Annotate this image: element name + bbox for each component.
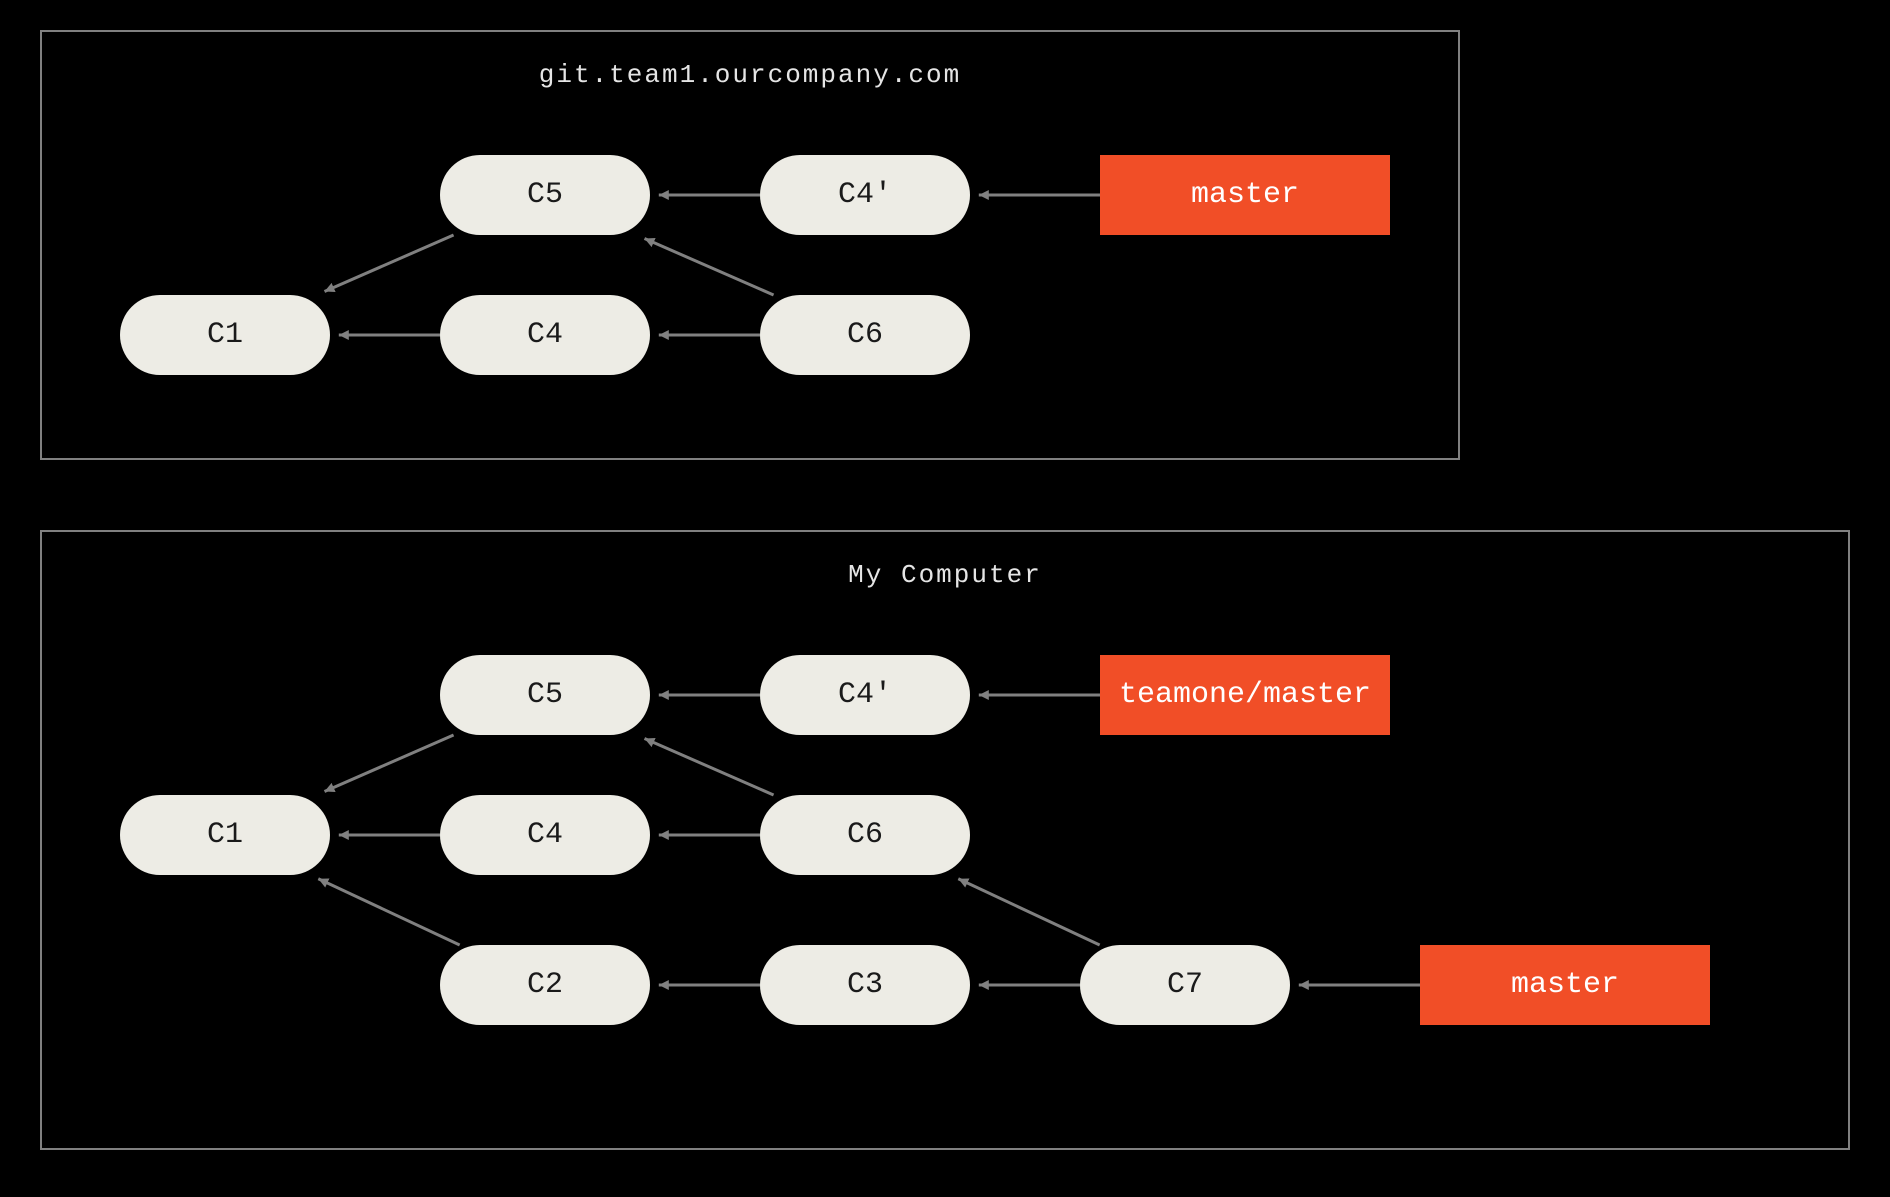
panel-local-title: My Computer xyxy=(42,560,1848,590)
branch-label-master: master xyxy=(1100,155,1390,235)
commit-node-c4p: C4' xyxy=(760,155,970,235)
commit-node-c2: C2 xyxy=(440,945,650,1025)
commit-node-c6: C6 xyxy=(760,795,970,875)
commit-node-c5: C5 xyxy=(440,655,650,735)
panel-remote-title: git.team1.ourcompany.com xyxy=(42,60,1458,90)
commit-node-c3: C3 xyxy=(760,945,970,1025)
commit-node-c5: C5 xyxy=(440,155,650,235)
commit-node-c1: C1 xyxy=(120,295,330,375)
commit-node-c4: C4 xyxy=(440,295,650,375)
branch-label-teamone-master: teamone/master xyxy=(1100,655,1390,735)
branch-label-master: master xyxy=(1420,945,1710,1025)
commit-node-c4: C4 xyxy=(440,795,650,875)
commit-node-c4p: C4' xyxy=(760,655,970,735)
commit-node-c1: C1 xyxy=(120,795,330,875)
panel-remote: git.team1.ourcompany.com xyxy=(40,30,1460,460)
diagram-stage: git.team1.ourcompany.com My Computer C1 C… xyxy=(0,0,1890,1197)
commit-node-c6: C6 xyxy=(760,295,970,375)
commit-node-c7: C7 xyxy=(1080,945,1290,1025)
